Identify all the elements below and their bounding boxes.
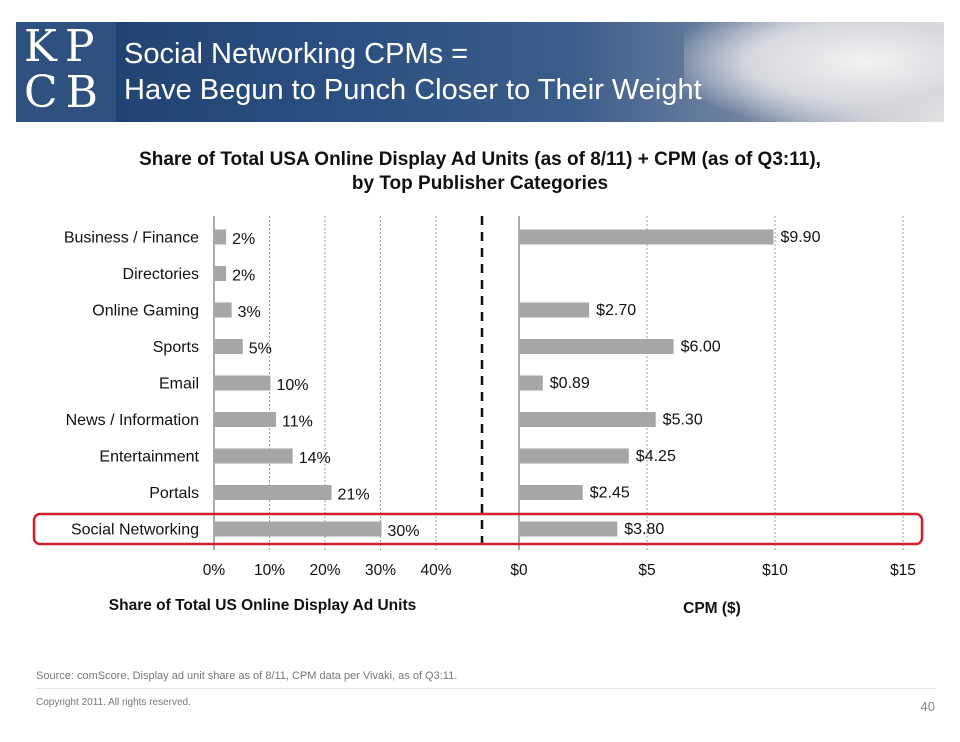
banner-background-image bbox=[684, 22, 944, 122]
slide-title: Social Networking CPMs = Have Begun to P… bbox=[124, 36, 702, 108]
highlight-outline bbox=[32, 512, 924, 546]
right-x-tick-label: $10 bbox=[762, 562, 788, 579]
cpm-bar-label: $3.80 bbox=[624, 521, 664, 538]
logo-letters: KP CB bbox=[24, 22, 106, 118]
right-axis-title: CPM ($) bbox=[683, 600, 741, 617]
share-bar bbox=[215, 339, 243, 354]
category-label: Social Networking bbox=[71, 522, 199, 539]
cpm-bar-label: $2.70 bbox=[596, 302, 636, 319]
category-label: Entertainment bbox=[99, 449, 199, 466]
kpcb-logo: KP CB bbox=[16, 22, 116, 122]
chart-title: Share of Total USA Online Display Ad Uni… bbox=[0, 148, 960, 196]
cpm-bar-label: $2.45 bbox=[590, 485, 630, 502]
cpm-bar bbox=[520, 302, 590, 318]
source-note: Source: comScore, Display ad unit share … bbox=[36, 670, 458, 682]
category-label: Email bbox=[159, 376, 199, 393]
share-bar-label: 3% bbox=[238, 304, 261, 321]
cpm-bar-label: $5.30 bbox=[663, 412, 703, 429]
gridlines bbox=[213, 216, 904, 552]
cpm-bar-label: $0.89 bbox=[550, 375, 590, 392]
cpm-bar bbox=[520, 485, 583, 500]
cpm-bar bbox=[520, 412, 656, 427]
share-bar-label: 2% bbox=[232, 268, 255, 285]
cpm-bar bbox=[520, 375, 543, 391]
slide-title-line1: Social Networking CPMs = bbox=[124, 38, 469, 70]
slide-title-line2: Have Begun to Punch Closer to Their Weig… bbox=[124, 74, 702, 106]
left-x-tick-label: 0% bbox=[203, 562, 226, 579]
share-bar bbox=[215, 266, 227, 281]
copyright-text: Copyright 2011. All rights reserved. bbox=[36, 697, 191, 708]
left-x-tick-label: 30% bbox=[365, 562, 396, 579]
category-label: Directories bbox=[123, 266, 199, 283]
left-x-tick-label: 40% bbox=[420, 562, 451, 579]
category-label: Business / Finance bbox=[64, 230, 199, 247]
share-bar bbox=[215, 229, 227, 245]
category-label: News / Information bbox=[66, 412, 199, 429]
category-label: Online Gaming bbox=[92, 303, 199, 320]
page-number: 40 bbox=[920, 699, 935, 714]
right-x-tick-label: $5 bbox=[638, 562, 655, 579]
right-x-tick-label: $15 bbox=[890, 562, 916, 579]
share-bar-label: 30% bbox=[388, 523, 420, 540]
footer-divider bbox=[36, 688, 936, 689]
cpm-bar bbox=[520, 229, 774, 245]
share-bar bbox=[215, 375, 271, 391]
category-label: Sports bbox=[153, 339, 199, 356]
share-bar-label: 14% bbox=[299, 450, 331, 467]
share-bar-label: 11% bbox=[282, 414, 313, 431]
category-label: Portals bbox=[149, 485, 199, 502]
left-axis-title: Share of Total US Online Display Ad Unit… bbox=[108, 597, 417, 614]
share-bar bbox=[215, 521, 382, 537]
share-bar bbox=[215, 412, 277, 427]
header-banner: KP CB Social Networking CPMs = Have Begun… bbox=[16, 22, 944, 122]
left-x-tick-label: 20% bbox=[309, 562, 340, 579]
share-bar-label: 5% bbox=[249, 341, 272, 358]
left-x-tick-label: 10% bbox=[254, 562, 285, 579]
bars bbox=[215, 229, 774, 537]
cpm-bar-label: $6.00 bbox=[681, 339, 721, 356]
cpm-bar bbox=[520, 521, 618, 537]
cpm-bar bbox=[520, 339, 674, 354]
share-bar-label: 10% bbox=[277, 377, 309, 394]
cpm-bar-label: $9.90 bbox=[780, 229, 820, 246]
chart-title-text: Share of Total USA Online Display Ad Uni… bbox=[139, 149, 821, 194]
labels: 0% 10% 20% 30% 40% $0 $5 $10 $15 Business / Finan… bbox=[32, 229, 924, 579]
share-bar-label: 21% bbox=[338, 487, 370, 504]
right-x-tick-label: $0 bbox=[510, 562, 528, 579]
cpm-bar-label: $4.25 bbox=[636, 448, 676, 465]
cpm-bar bbox=[520, 448, 629, 464]
share-bar bbox=[215, 485, 332, 500]
chart-canvas: 0% 10% 20% 30% 40% $0 $5 $10 $15 Business / Finan… bbox=[32, 216, 924, 579]
share-bar-label: 2% bbox=[232, 231, 255, 248]
share-bar bbox=[215, 302, 232, 318]
share-bar bbox=[215, 448, 293, 464]
